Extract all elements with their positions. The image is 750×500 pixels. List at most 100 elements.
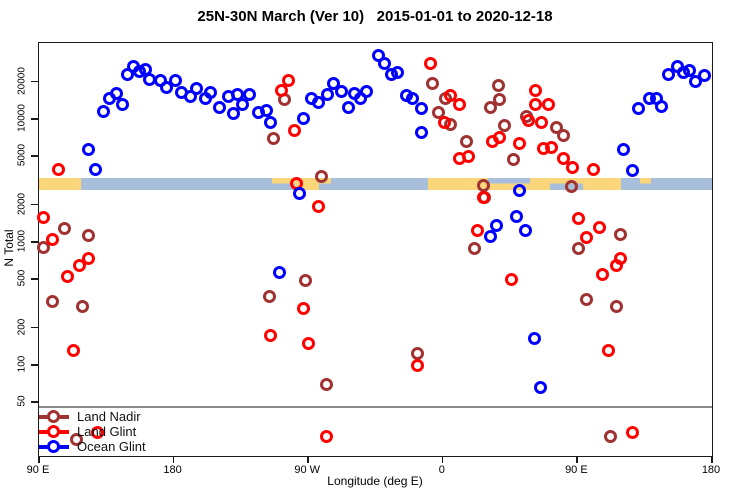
y-tick-label: 1000 (16, 229, 28, 253)
data-point (264, 328, 278, 342)
data-point (484, 230, 498, 244)
data-point (415, 102, 429, 116)
x-tick (172, 457, 175, 463)
legend-label: Ocean Glint (77, 439, 146, 455)
x-tick (38, 457, 40, 463)
data-point (603, 430, 617, 444)
data-point (319, 430, 333, 444)
y-tick (31, 278, 38, 280)
data-point (564, 180, 578, 194)
y-tick (31, 401, 38, 403)
data-point (509, 210, 523, 224)
data-point (506, 152, 520, 166)
data-point (319, 377, 333, 391)
data-point (406, 91, 420, 105)
data-point (593, 221, 607, 235)
map-band-segment-land (427, 178, 488, 190)
data-point (425, 76, 439, 90)
data-point (484, 101, 498, 115)
data-point (490, 219, 504, 233)
data-point (259, 103, 273, 117)
data-point (243, 87, 257, 101)
data-point (579, 231, 593, 245)
data-point (632, 102, 646, 116)
data-point (596, 268, 610, 282)
data-point (572, 212, 586, 226)
x-tick-label: 0 (438, 464, 445, 476)
data-point (90, 426, 104, 440)
y-tick-label: 500 (16, 269, 28, 287)
data-point (626, 164, 640, 178)
data-point (288, 124, 302, 138)
x-tick-label: 90 E (565, 464, 588, 476)
x-tick-label: 90 E (26, 464, 50, 476)
plot-area: Land Nadir Land Glint Ocean Glint (37, 42, 713, 457)
data-point (614, 227, 628, 241)
x-tick (307, 457, 309, 463)
data-point (497, 118, 511, 132)
y-tick-label: 20000 (16, 67, 28, 95)
data-point (37, 211, 50, 225)
data-point (410, 358, 424, 372)
y-tick (31, 80, 38, 83)
data-point (81, 228, 95, 242)
data-point (545, 140, 559, 154)
data-point (512, 137, 526, 151)
map-band-segment-ocean (650, 178, 712, 190)
data-point (579, 293, 593, 307)
legend-label: Land Nadir (77, 409, 141, 424)
legend-marker-circle (46, 410, 60, 423)
map-band-segment-ocean (620, 178, 641, 190)
map-band-segment-land (529, 178, 551, 190)
data-point (235, 97, 249, 111)
x-tick (441, 457, 444, 463)
legend-marker-circle (46, 425, 60, 439)
y-tick (31, 326, 38, 329)
data-point (110, 87, 124, 101)
data-point (377, 57, 391, 71)
data-point (264, 116, 278, 130)
data-point (262, 290, 276, 304)
x-tick-label: 180 (163, 464, 182, 476)
data-point (360, 84, 374, 98)
map-band-segment-land (583, 178, 621, 190)
data-point (491, 79, 505, 93)
data-point (315, 169, 329, 183)
data-point (159, 80, 173, 94)
data-point (37, 240, 50, 254)
data-point (204, 86, 218, 100)
map-band-segment-mix_lo (640, 178, 651, 190)
data-point (45, 294, 59, 308)
data-point (617, 142, 631, 156)
data-point (654, 100, 668, 114)
map-band-segment-ocean (80, 178, 273, 190)
y-tick (31, 364, 38, 366)
y-tick-label: 50 (16, 395, 28, 407)
y-tick (31, 241, 38, 243)
data-point (505, 272, 519, 286)
data-point (75, 299, 89, 313)
y-axis-label: N Total (2, 229, 16, 267)
data-point (698, 68, 712, 82)
data-point (116, 97, 130, 111)
data-point (452, 97, 466, 111)
data-point (476, 178, 490, 192)
data-point (476, 191, 490, 204)
data-point (213, 101, 227, 115)
data-point (566, 161, 580, 175)
data-point (312, 199, 326, 213)
data-point (226, 107, 240, 121)
data-point (189, 81, 203, 95)
data-point (301, 336, 315, 350)
y-tick (31, 118, 38, 120)
data-point (168, 73, 182, 87)
data-point (467, 242, 481, 256)
data-point (662, 67, 676, 81)
map-band-segment-land (39, 178, 81, 190)
data-point (69, 432, 83, 446)
legend-rule (39, 406, 712, 408)
data-point (533, 380, 547, 394)
data-point (312, 96, 326, 110)
data-point (81, 142, 95, 156)
